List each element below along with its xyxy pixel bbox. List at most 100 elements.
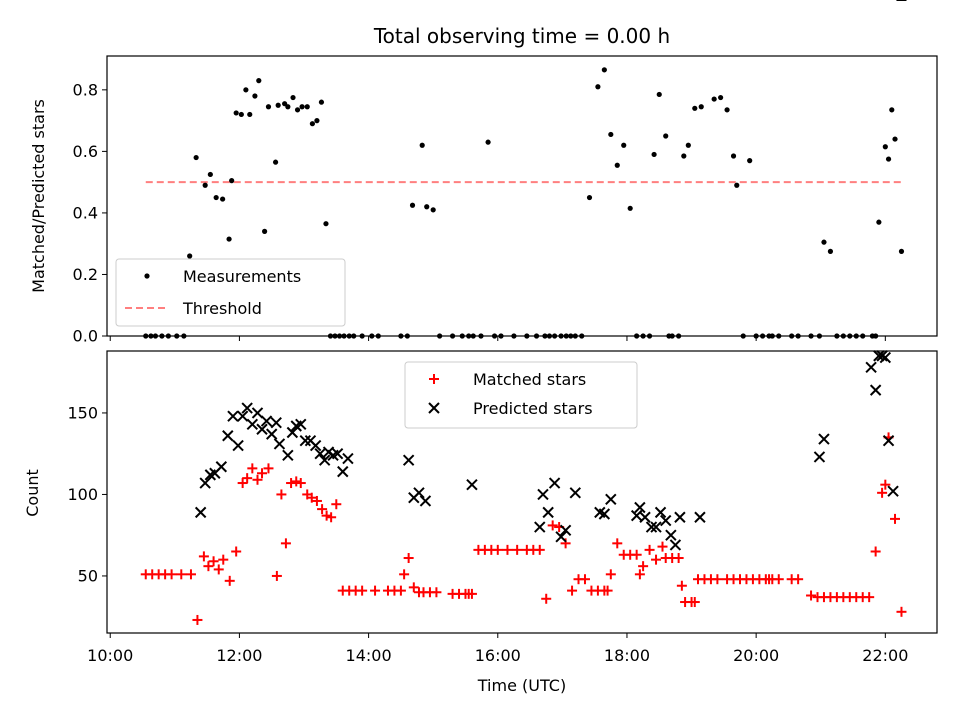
predicted-point [194,506,207,519]
matched-point [880,479,891,490]
matched-point [357,585,368,596]
measurement-point [233,110,239,116]
bottom-y-axis: 50 100 150 [67,403,107,585]
y-tick-label: 0.8 [73,80,98,99]
predicted-point [674,511,686,523]
predicted-point [337,465,349,478]
predicted-point [650,521,662,533]
legend-measurements-label: Measurements [183,267,301,286]
measurement-point [256,78,262,84]
matched-point [237,478,248,489]
measurement-point [247,111,253,118]
predicted-point [295,418,307,431]
matched-point [311,495,322,506]
measurement-point [282,101,288,107]
measurement-point [207,171,213,178]
predicted-point [419,495,432,507]
legend-matched-label: Matched stars [473,370,586,389]
predicted-point [598,508,611,520]
measurement-point [692,105,698,111]
predicted-stars-series [194,0,907,551]
matched-point [280,538,291,549]
predicted-point [869,384,882,396]
predicted-point [266,428,278,440]
measurement-point [595,84,601,90]
predicted-point [236,410,249,422]
predicted-point [318,454,331,466]
matched-point [605,569,616,580]
count-panel: 50 100 150 10:00 12:00 14:00 16:00 18:00 20:00 2… [23,0,938,695]
x-tick-label: 18:00 [604,646,650,665]
matched-point [276,489,287,500]
ratio-panel: Total observing time = 0.00 h 0.00.20.40… [29,24,938,346]
measurement-point [898,248,905,254]
measurement-point [827,248,834,254]
matched-point [534,544,545,555]
matched-point [712,574,723,585]
legend-matched-marker [429,374,439,384]
matched-point [644,544,655,555]
matched-point [466,588,477,599]
predicted-point [215,461,228,473]
measurement-point [892,136,898,142]
matched-point [512,544,523,555]
predicted-point [222,430,234,442]
x-tick-label: 10:00 [87,646,133,665]
bottom-x-axis-label: Time (UTC) [477,676,566,695]
matched-point [673,553,684,564]
matched-point [676,580,687,591]
bottom-axes-frame [106,350,938,634]
measurement-point [730,153,737,159]
matched-point [291,476,302,487]
measurement-point [656,91,662,98]
predicted-point [645,521,658,533]
x-tick-label: 20:00 [733,646,779,665]
matched-point [317,504,328,515]
bottom-legend: Matched stars Predicted stars [404,361,638,429]
measurement-point [229,178,235,184]
matched-point [773,574,784,585]
predicted-point [282,449,294,462]
matched-point [793,574,804,585]
measurement-point [265,104,272,110]
matched-point [185,569,196,580]
measurement-point [681,153,687,159]
predicted-point [813,451,826,463]
predicted-point [873,350,885,362]
matched-point [321,510,332,521]
y-tick-label: 0.2 [73,265,98,284]
matched-point [252,474,263,485]
predicted-point [605,493,617,506]
matched-point [806,590,817,601]
measurement-point [627,205,633,211]
measurement-point [187,253,193,259]
matched-point [295,478,306,489]
measurement-point [621,142,627,148]
predicted-point [251,407,264,419]
predicted-point [559,524,572,537]
matched-point [247,463,258,474]
matched-point [657,541,668,552]
y-tick-label: 50 [78,566,98,585]
measurement-point [318,99,325,105]
matched-point [224,575,235,586]
measurement-point [885,156,892,162]
predicted-point [694,511,706,523]
y-tick-label: 100 [67,485,98,504]
predicted-point [534,521,546,533]
matched-point [431,587,442,598]
predicted-point [256,423,268,435]
predicted-point [537,488,549,501]
y-tick-label: 0.0 [73,327,98,346]
matched-point [218,554,229,565]
top-axes-frame [106,55,938,337]
predicted-point [246,418,259,431]
matched-point [547,520,558,531]
predicted-point [654,506,667,519]
matched-point [166,569,177,580]
matched-point [877,487,888,498]
y-tick-label: 0.6 [73,142,98,161]
predicted-point [569,487,581,499]
matched-point [231,546,242,557]
predicted-point [227,410,239,422]
